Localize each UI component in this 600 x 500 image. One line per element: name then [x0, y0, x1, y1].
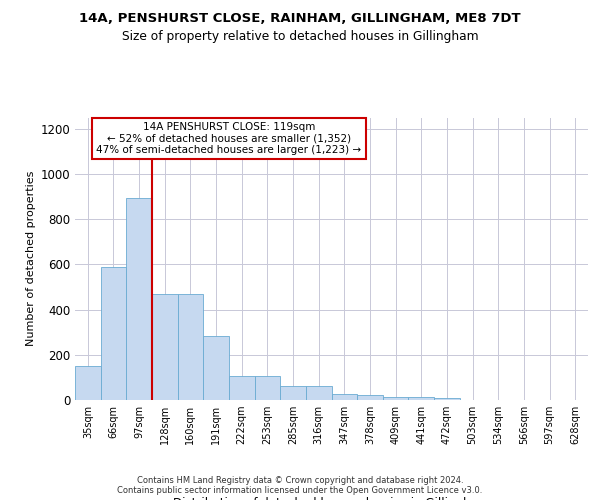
- Text: 14A PENSHURST CLOSE: 119sqm
← 52% of detached houses are smaller (1,352)
47% of : 14A PENSHURST CLOSE: 119sqm ← 52% of det…: [97, 122, 361, 155]
- Text: 14A, PENSHURST CLOSE, RAINHAM, GILLINGHAM, ME8 7DT: 14A, PENSHURST CLOSE, RAINHAM, GILLINGHA…: [79, 12, 521, 26]
- Text: Size of property relative to detached houses in Gillingham: Size of property relative to detached ho…: [122, 30, 478, 43]
- Bar: [178, 294, 203, 400]
- Bar: [409, 397, 434, 400]
- Bar: [152, 294, 178, 400]
- Bar: [127, 198, 152, 400]
- Y-axis label: Number of detached properties: Number of detached properties: [26, 171, 36, 346]
- Text: Contains HM Land Registry data © Crown copyright and database right 2024.
Contai: Contains HM Land Registry data © Crown c…: [118, 476, 482, 495]
- Bar: [254, 376, 280, 400]
- Bar: [357, 396, 383, 400]
- Bar: [434, 398, 460, 400]
- Bar: [203, 336, 229, 400]
- Bar: [280, 386, 306, 400]
- Bar: [75, 366, 101, 400]
- Bar: [229, 376, 254, 400]
- Bar: [331, 394, 357, 400]
- Bar: [306, 386, 331, 400]
- Bar: [383, 397, 409, 400]
- Bar: [101, 268, 127, 400]
- X-axis label: Distribution of detached houses by size in Gillingham: Distribution of detached houses by size …: [173, 497, 490, 500]
